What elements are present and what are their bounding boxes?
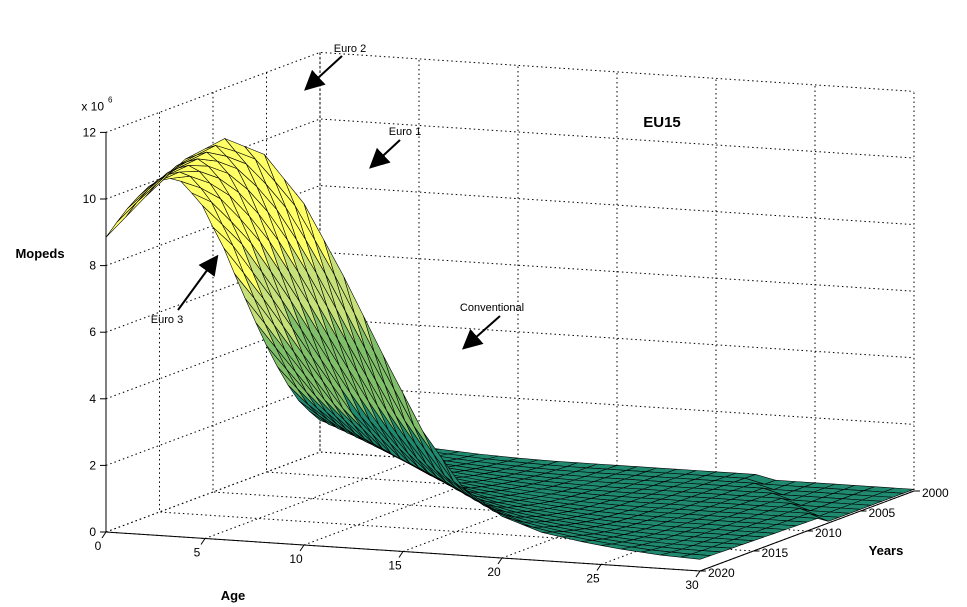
annotation-arrow: [369, 139, 401, 169]
annotation-label: Euro 1: [389, 126, 421, 138]
x-tick-mark: [398, 551, 404, 558]
x-tick-mark: [695, 570, 701, 578]
x-tick-label: 10: [289, 552, 303, 566]
z-multiplier-exponent: 6: [108, 95, 113, 104]
y-tick-label: 2015: [762, 546, 789, 560]
annotation-arrow: [177, 254, 219, 311]
x-tick-label: 25: [586, 572, 600, 586]
region-label: EU15: [643, 114, 681, 131]
y-tick-label: 2000: [922, 486, 949, 500]
z-tick-label: 12: [83, 125, 97, 139]
y-tick-label: 2010: [815, 526, 842, 540]
z-gridline: [105, 318, 915, 400]
surface-cell: [105, 202, 137, 238]
surface-cell: [145, 165, 177, 197]
axes: [100, 131, 920, 578]
z-tick-label: 8: [89, 259, 96, 273]
x-tick-label: 15: [388, 559, 402, 573]
x-tick-mark: [596, 564, 602, 571]
x-tick-label: 0: [95, 539, 102, 553]
z-axis-title: Mopeds: [15, 246, 64, 261]
z-gridline: [105, 251, 915, 333]
labels: 0 2 4 6 8 10 12 0 5 10 15 20 25 30 2000 2005 2010 2015 202…: [15, 43, 949, 603]
x-tick-mark: [101, 531, 107, 539]
x-tick-label: 20: [487, 565, 501, 579]
x-tick-mark: [299, 544, 305, 552]
z-tick-label: 10: [83, 192, 97, 206]
x-axis-title: Age: [221, 588, 246, 603]
x-tick-label: 30: [685, 578, 699, 592]
surface-cell: [125, 184, 157, 218]
z-tick-label: 2: [89, 458, 96, 472]
x-tick-mark: [497, 557, 503, 565]
annotation-label: Euro 2: [334, 43, 366, 55]
z-gridline: [105, 384, 915, 466]
surface: [105, 138, 915, 560]
x-tick-mark: [200, 538, 206, 545]
z-gridline: [105, 51, 915, 133]
y-tick-label: 2005: [869, 506, 896, 520]
annotation-arrow: [304, 55, 343, 91]
x-tick-label: 5: [194, 546, 201, 560]
annotation-arrow: [462, 315, 501, 350]
year-gridline: [266, 72, 861, 512]
z-tick-label: 0: [89, 525, 96, 539]
annotation-label: Euro 3: [151, 314, 183, 326]
annotation-label: Conventional: [460, 302, 524, 314]
y-axis-title: Years: [869, 543, 904, 558]
z-tick-label: 4: [89, 392, 96, 406]
z-tick-label: 6: [89, 325, 96, 339]
y-tick-label: 2020: [708, 566, 735, 580]
z-multiplier: x 10: [81, 99, 104, 113]
